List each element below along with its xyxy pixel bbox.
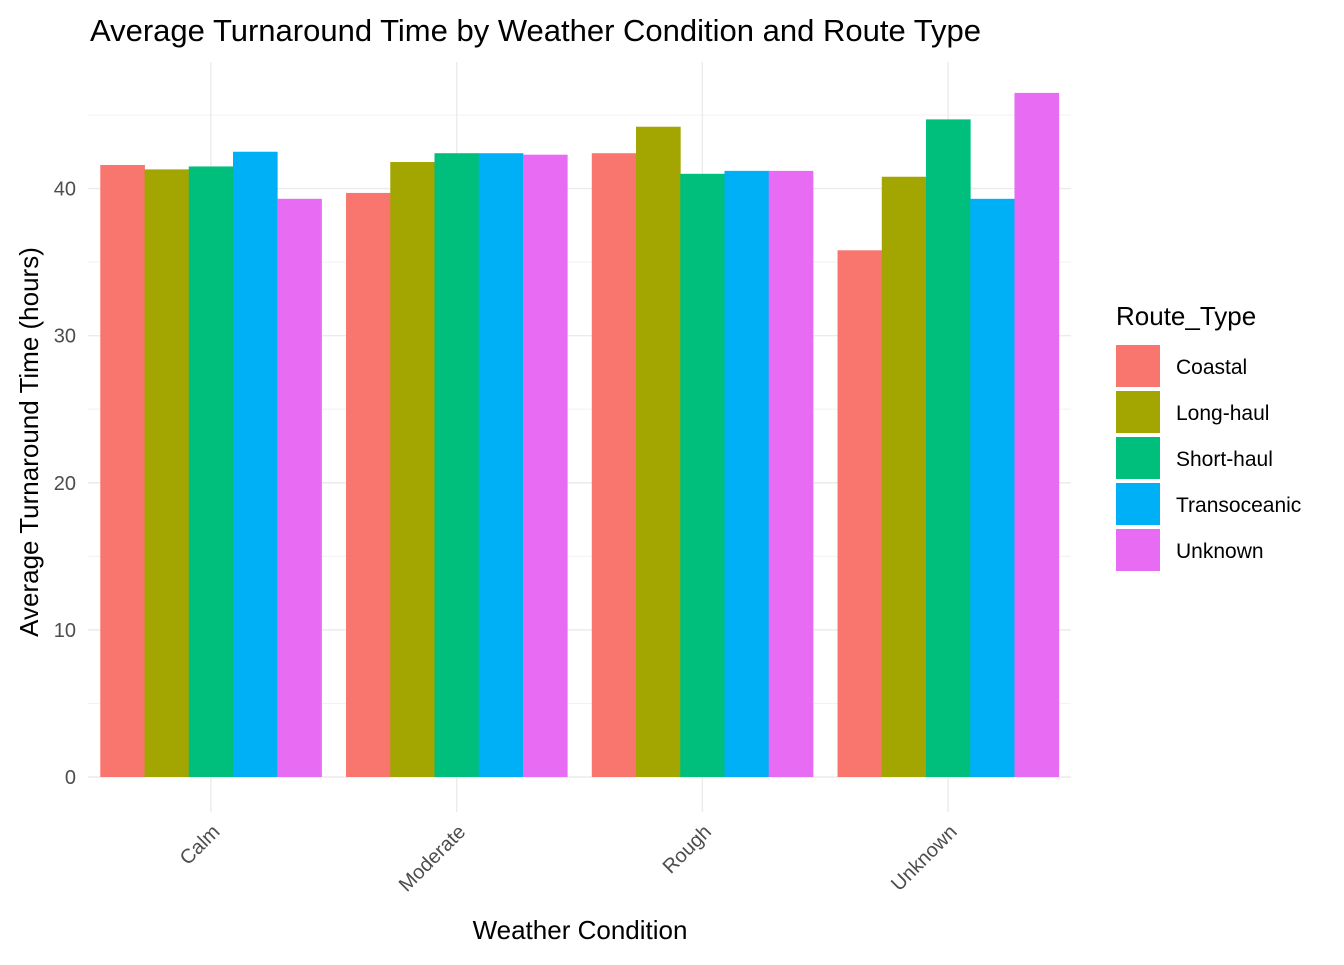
bar-calm-short-haul	[188, 166, 234, 778]
bar-rough-unknown	[768, 170, 814, 778]
x-tick-label-moderate: Moderate	[395, 821, 470, 896]
legend-swatch-long-haul	[1116, 391, 1160, 433]
bar-moderate-coastal	[346, 192, 391, 777]
bar-calm-transoceanic	[232, 151, 278, 777]
bar-unknown-transoceanic	[970, 198, 1015, 777]
legend-label-short-haul: Short-haul	[1176, 448, 1273, 471]
legend-items: Coastal Long-haul Short-haul Transoceanic Un…	[1116, 345, 1301, 571]
bar-unknown-coastal	[837, 250, 883, 778]
legend: Route_Type Coastal Long-haul Short-haul Tra…	[1116, 301, 1301, 571]
legend-swatch-unknown	[1116, 529, 1160, 571]
y-tick-label: 40	[54, 179, 76, 201]
y-tick-label: 30	[54, 326, 76, 348]
bar-rough-transoceanic	[724, 170, 770, 778]
bar-rough-long-haul	[636, 126, 681, 777]
legend-label-transoceanic: Transoceanic	[1176, 494, 1301, 517]
legend-title: Route_Type	[1116, 301, 1256, 331]
bar-unknown-long-haul	[881, 176, 927, 778]
x-tick-label-rough: Rough	[659, 821, 716, 878]
x-axis-ticks: Calm Moderate Rough Unknown	[176, 821, 962, 896]
legend-label-coastal: Coastal	[1176, 356, 1247, 379]
y-axis-title: Average Turnaround Time (hours)	[14, 247, 44, 637]
bar-rough-short-haul	[680, 173, 725, 778]
bar-unknown-unknown	[1014, 92, 1060, 777]
bar-rough-coastal	[591, 153, 637, 777]
chart-title: Average Turnaround Time by Weather Condi…	[90, 13, 981, 48]
legend-label-long-haul: Long-haul	[1176, 402, 1269, 425]
bar-calm-unknown	[277, 198, 322, 777]
bar-calm-coastal	[100, 164, 145, 778]
y-tick-label: 20	[54, 473, 76, 495]
y-tick-label: 10	[54, 620, 76, 642]
x-tick-label-unknown: Unknown	[887, 821, 962, 896]
bar-moderate-short-haul	[434, 153, 480, 777]
bar-moderate-transoceanic	[478, 153, 524, 777]
legend-swatch-transoceanic	[1116, 483, 1160, 525]
y-axis-ticks: 0 10 20 30 40	[54, 179, 76, 789]
legend-swatch-coastal	[1116, 345, 1160, 387]
x-axis-title: Weather Condition	[473, 915, 688, 945]
bars-group	[100, 92, 1060, 778]
bar-unknown-short-haul	[926, 119, 971, 778]
y-tick-label: 0	[65, 767, 76, 789]
legend-label-unknown: Unknown	[1176, 540, 1264, 563]
bar-moderate-long-haul	[390, 162, 435, 778]
bar-moderate-unknown	[522, 154, 568, 777]
bar-calm-long-haul	[144, 169, 190, 778]
x-tick-label-calm: Calm	[176, 821, 225, 870]
legend-swatch-short-haul	[1116, 437, 1160, 479]
